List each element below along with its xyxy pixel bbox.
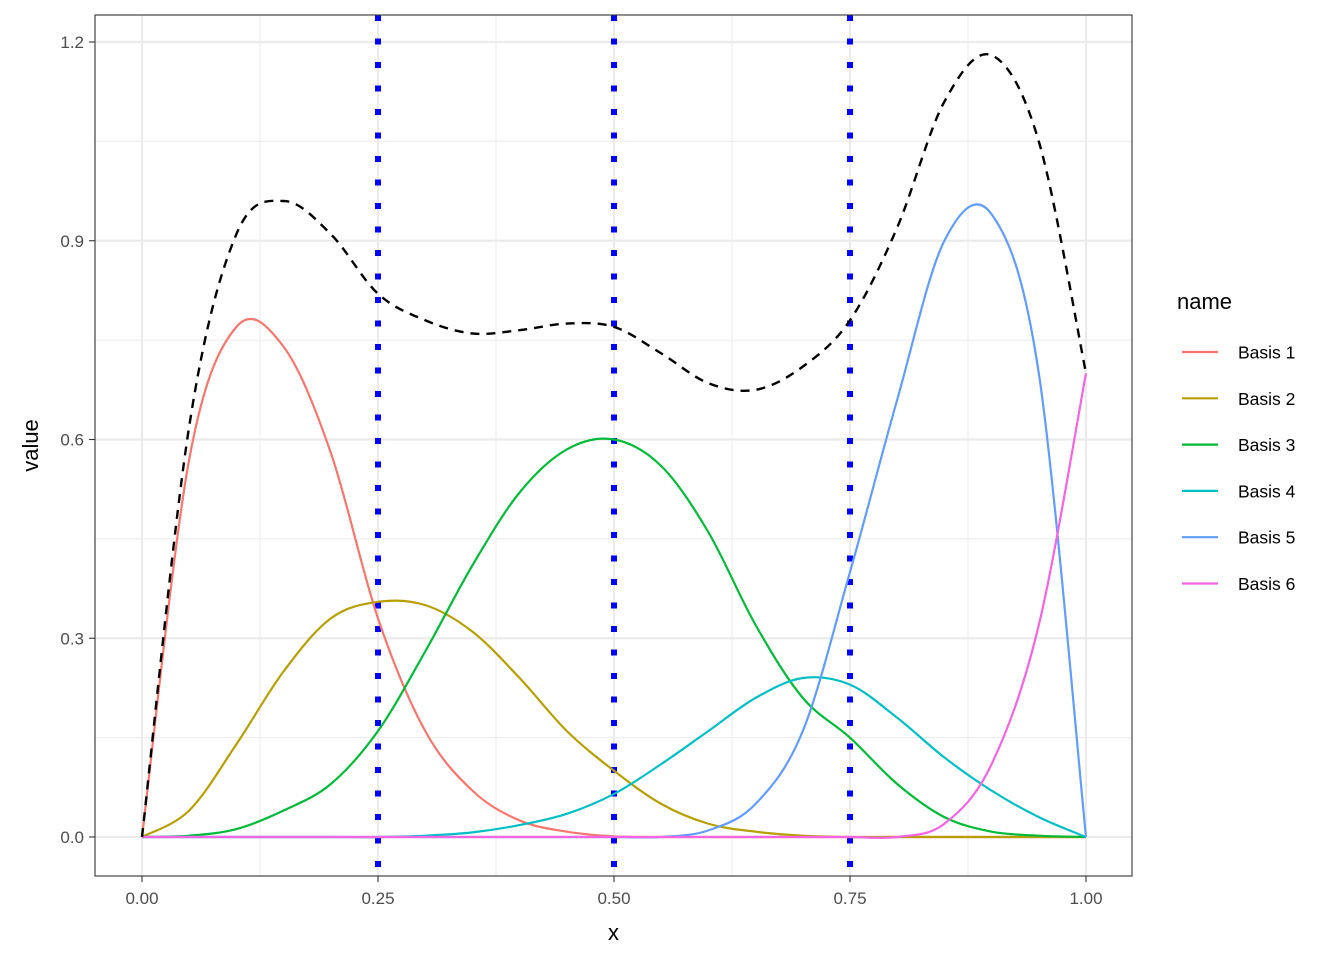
legend: name Basis 1 Basis 2 Basis 3 Basis 4 Basis 5… <box>1177 289 1296 594</box>
legend-label-basis-3: Basis 3 <box>1238 435 1295 455</box>
x-tick-label: 0.00 <box>125 889 158 908</box>
y-axis: 0.0 0.3 0.6 0.9 1.2 <box>60 33 95 847</box>
legend-label-basis-5: Basis 5 <box>1238 528 1295 548</box>
legend-items: Basis 1 Basis 2 Basis 3 Basis 4 Basis 5 Basis… <box>1182 343 1296 594</box>
y-axis-title: value <box>18 419 43 472</box>
x-tick-label: 0.50 <box>597 889 630 908</box>
legend-label-basis-6: Basis 6 <box>1238 574 1295 594</box>
series-line-basis-3 <box>141 437 1087 839</box>
y-tick-label: 0.3 <box>60 629 84 648</box>
series-line-sum-curve <box>140 52 1088 838</box>
legend-label-basis-2: Basis 2 <box>1238 389 1295 409</box>
y-tick-label: 0.6 <box>60 431 84 450</box>
x-axis: 0.00 0.25 0.50 0.75 1.00 <box>125 876 1103 908</box>
x-axis-title: x <box>608 920 619 945</box>
x-tick-label: 0.75 <box>833 889 866 908</box>
series-line-basis-6 <box>142 373 1088 840</box>
legend-title: name <box>1177 289 1232 314</box>
legend-label-basis-1: Basis 1 <box>1238 343 1295 363</box>
legend-label-basis-4: Basis 4 <box>1238 481 1296 501</box>
series-lines <box>140 52 1088 840</box>
y-tick-label: 0.0 <box>60 828 84 847</box>
x-tick-label: 0.25 <box>361 889 394 908</box>
x-tick-label: 1.00 <box>1069 889 1102 908</box>
series-line-basis-2 <box>141 599 1086 839</box>
y-tick-label: 1.2 <box>60 33 84 52</box>
knot-lines <box>375 15 853 876</box>
y-tick-label: 0.9 <box>60 232 84 251</box>
